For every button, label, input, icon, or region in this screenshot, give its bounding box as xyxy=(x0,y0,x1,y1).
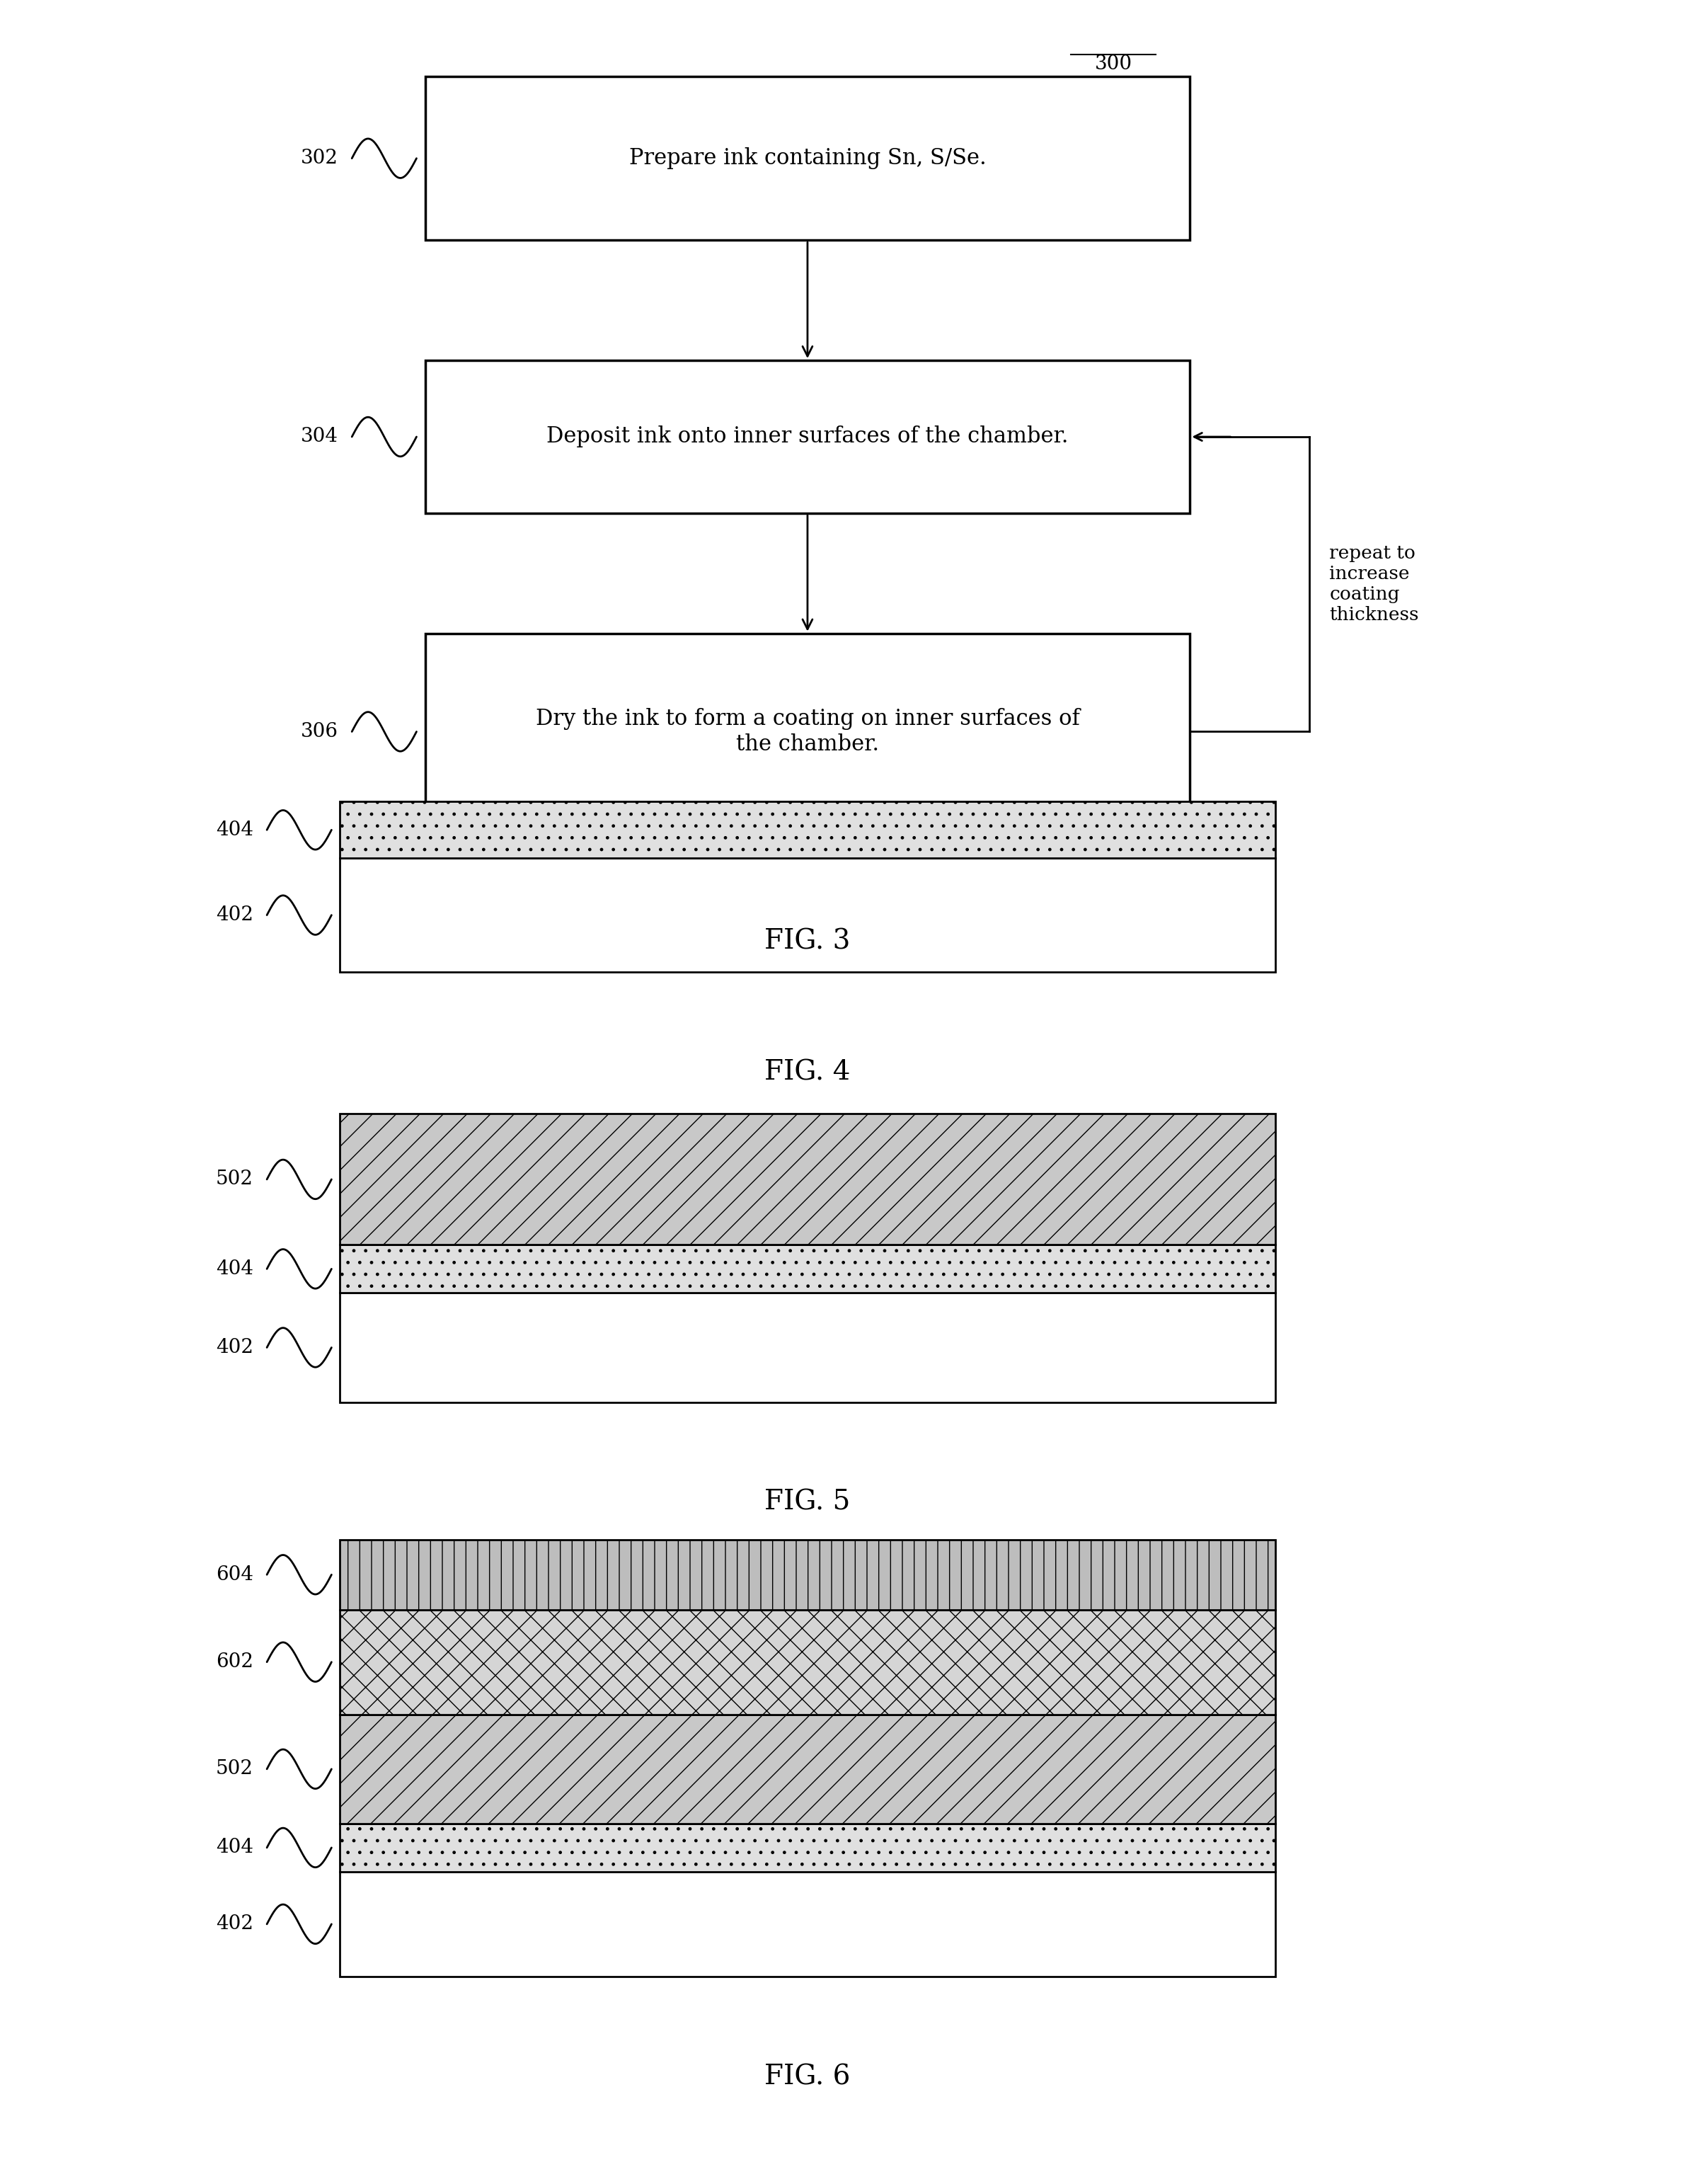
Bar xyxy=(340,1245,1275,1293)
Text: Deposit ink onto inner surfaces of the chamber.: Deposit ink onto inner surfaces of the c… xyxy=(546,426,1069,448)
Bar xyxy=(340,1872,1275,1977)
Text: 304: 304 xyxy=(301,428,338,446)
Text: FIG. 3: FIG. 3 xyxy=(765,928,850,954)
Text: 502: 502 xyxy=(216,1171,253,1188)
Text: Prepare ink containing Sn, S/Se.: Prepare ink containing Sn, S/Se. xyxy=(629,146,986,170)
Text: 404: 404 xyxy=(216,1839,253,1856)
Bar xyxy=(340,858,1275,972)
Text: 402: 402 xyxy=(216,906,253,924)
Text: 402: 402 xyxy=(216,1339,253,1356)
Text: 302: 302 xyxy=(301,149,338,168)
Text: repeat to
increase
coating
thickness: repeat to increase coating thickness xyxy=(1329,544,1420,625)
Bar xyxy=(340,1610,1275,1714)
Text: 502: 502 xyxy=(216,1760,253,1778)
Text: 306: 306 xyxy=(301,723,338,740)
Bar xyxy=(340,1714,1275,1824)
Bar xyxy=(425,633,1190,830)
Bar xyxy=(425,76,1190,240)
Text: Dry the ink to form a coating on inner surfaces of
the chamber.: Dry the ink to form a coating on inner s… xyxy=(536,708,1080,756)
Bar xyxy=(425,360,1190,513)
Text: 300: 300 xyxy=(1095,55,1132,74)
Bar xyxy=(340,1540,1275,1610)
Text: 402: 402 xyxy=(216,1915,253,1933)
Bar xyxy=(340,1114,1275,1245)
Bar xyxy=(340,1293,1275,1402)
Text: 604: 604 xyxy=(216,1566,253,1583)
Text: 602: 602 xyxy=(216,1653,253,1671)
Bar xyxy=(340,802,1275,858)
Text: 404: 404 xyxy=(216,821,253,839)
Text: FIG. 4: FIG. 4 xyxy=(765,1059,850,1085)
Text: 404: 404 xyxy=(216,1260,253,1278)
Bar xyxy=(340,1824,1275,1872)
Text: FIG. 5: FIG. 5 xyxy=(765,1489,850,1516)
Text: FIG. 6: FIG. 6 xyxy=(765,2064,850,2090)
